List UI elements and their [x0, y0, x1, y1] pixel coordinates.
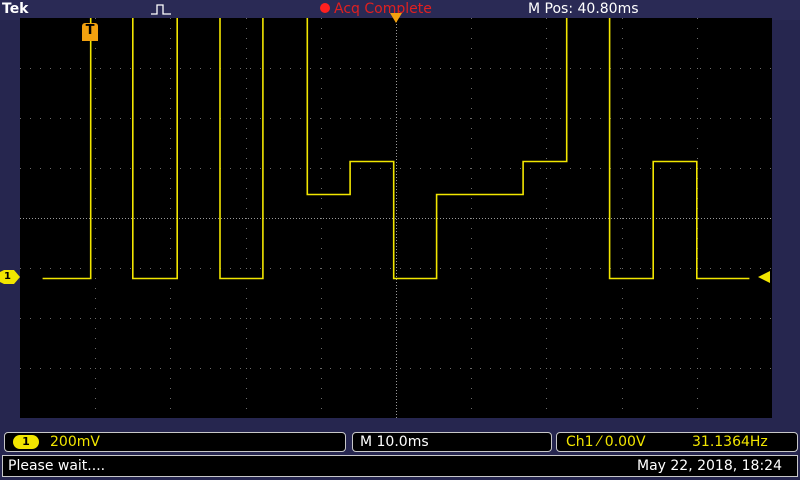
- ch1-trace: [42, 18, 750, 280]
- ch1-waveform: [42, 18, 750, 280]
- brand-logo: Tek: [2, 1, 29, 17]
- trigger-frequency: 31.1364Hz: [692, 434, 768, 450]
- top-status-bar: [0, 0, 800, 20]
- trigger-source-level: Ch1 ⁄ 0.00V: [566, 434, 646, 450]
- acquisition-status-dot: [320, 3, 330, 13]
- trigger-info-box[interactable]: [556, 432, 798, 452]
- waveform-display[interactable]: [20, 18, 772, 418]
- horizontal-scale-box[interactable]: [352, 432, 552, 452]
- horizontal-position-readout: M Pos: 40.80ms: [528, 1, 639, 17]
- ch1-marker-label: 1: [4, 271, 11, 282]
- ch1-ground-marker-icon[interactable]: [0, 270, 20, 284]
- acquisition-status: Acq Complete: [334, 1, 432, 17]
- message-bar: [2, 455, 798, 477]
- trigger-marker-icon[interactable]: T: [82, 23, 98, 41]
- ch1-scale-box[interactable]: [4, 432, 346, 452]
- trigger-level-marker-icon[interactable]: [758, 271, 770, 283]
- status-message: Please wait....: [8, 458, 106, 474]
- pulse-trigger-icon: [151, 4, 171, 15]
- date-time: May 22, 2018, 18:24: [637, 458, 782, 474]
- ch1-badge: 1: [13, 435, 39, 449]
- time-per-div: M 10.0ms: [360, 434, 429, 450]
- ch1-volts-per-div: 200mV: [50, 434, 100, 450]
- trigger-position-marker-icon[interactable]: [390, 13, 402, 24]
